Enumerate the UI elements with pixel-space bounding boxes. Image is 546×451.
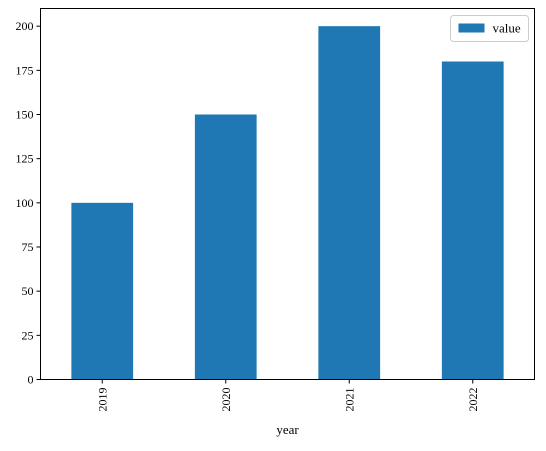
x-axis: 2019 2020 2021 2022: [95, 379, 480, 412]
y-tick-label: 75: [22, 240, 34, 254]
bar-2022: [441, 61, 504, 380]
legend-swatch: [458, 23, 485, 33]
y-tick-label: 200: [16, 19, 34, 33]
legend-label: value: [493, 21, 521, 36]
y-tick-label: 25: [22, 328, 34, 342]
x-tick-label: 2022: [466, 388, 480, 412]
x-tick-label: 2019: [95, 388, 109, 412]
plot-frame: [40, 8, 535, 380]
bars-group: [71, 26, 504, 380]
y-axis: 0 25 50 75 100 125 150 175 200: [16, 19, 41, 387]
legend: value: [450, 15, 529, 42]
x-axis-label: year: [276, 422, 299, 437]
legend-box: [450, 15, 529, 42]
y-tick-label: 0: [28, 373, 34, 387]
y-tick-label: 100: [16, 196, 34, 210]
y-tick-label: 125: [16, 152, 34, 166]
x-tick-label: 2020: [219, 388, 233, 412]
x-tick-label: 2021: [342, 388, 356, 412]
y-tick-label: 150: [16, 108, 34, 122]
bar-2021: [318, 26, 381, 380]
y-tick-label: 50: [22, 284, 34, 298]
bar-2019: [71, 202, 134, 380]
bar-2020: [194, 114, 257, 380]
y-tick-label: 175: [16, 63, 34, 77]
